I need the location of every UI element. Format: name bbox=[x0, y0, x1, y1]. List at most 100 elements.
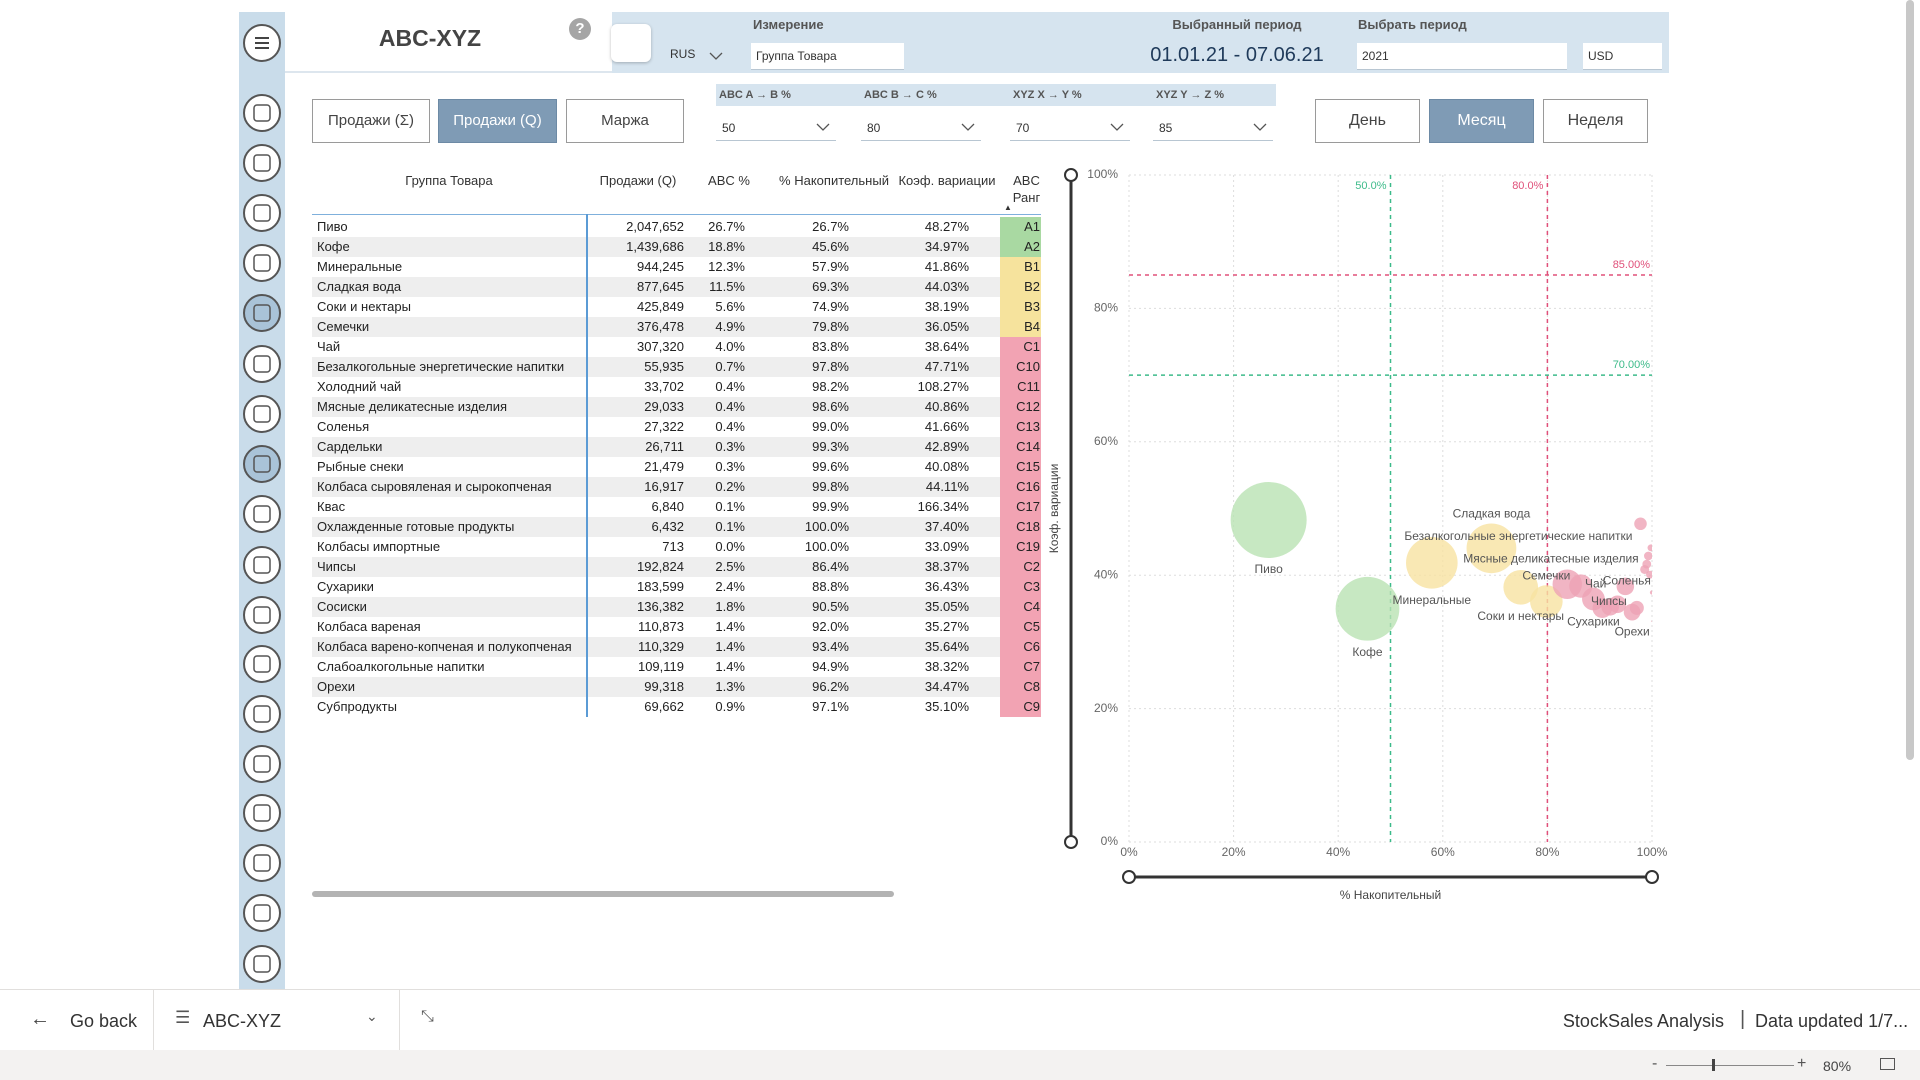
row-label: Слабоалкогольные напитки bbox=[317, 659, 485, 674]
table-cell: 0.7% bbox=[715, 359, 745, 374]
table-cell: 1,439,686 bbox=[626, 239, 684, 254]
measure-button[interactable]: Продажи (Σ) bbox=[312, 99, 430, 143]
table-cell: 40.86% bbox=[924, 399, 969, 414]
table-cell: 1.4% bbox=[715, 639, 745, 654]
footer-divider bbox=[399, 989, 400, 1050]
x-tick-label: 20% bbox=[1222, 845, 1246, 859]
title-area bbox=[285, 12, 612, 73]
table-cell: 376,478 bbox=[637, 319, 684, 334]
table-cell: 92.0% bbox=[812, 619, 849, 634]
row-label: Сухарики bbox=[317, 579, 374, 594]
table-cell: 90.5% bbox=[812, 599, 849, 614]
table-cell: 1.4% bbox=[715, 619, 745, 634]
table-cell: 0.4% bbox=[715, 379, 745, 394]
y-axis-title: Коэф. вариации bbox=[1047, 464, 1061, 554]
go-back[interactable]: Go back bbox=[70, 1011, 138, 1031]
table-cell: C5 bbox=[1000, 617, 1041, 637]
table-cell: 0.4% bbox=[715, 419, 745, 434]
row-label: Семечки bbox=[317, 319, 370, 334]
row-label: Рыбные снеки bbox=[317, 459, 404, 474]
language-dropdown[interactable]: RUS bbox=[670, 47, 696, 61]
table-cell: 877,645 bbox=[637, 279, 684, 294]
parameter-dropdown[interactable]: 70 bbox=[1010, 114, 1130, 141]
table-cell: 38.19% bbox=[924, 299, 969, 314]
parameter-dropdown[interactable]: 85 bbox=[1153, 114, 1273, 141]
table-cell: 183,599 bbox=[637, 579, 684, 594]
collapse-icon[interactable]: ⤡ bbox=[421, 1008, 434, 1025]
slider-handle bbox=[1122, 870, 1136, 884]
bubble bbox=[1466, 523, 1517, 574]
bubble bbox=[1647, 544, 1652, 552]
page-menu-icon[interactable]: ☰ bbox=[175, 1008, 191, 1027]
table-cell: 55,935 bbox=[644, 359, 684, 374]
parameter-dropdown[interactable]: 80 bbox=[861, 114, 981, 141]
table-cell: 88.8% bbox=[812, 579, 849, 594]
row-label: Чипсы bbox=[317, 559, 356, 574]
table-cell: 96.2% bbox=[812, 679, 849, 694]
zoom-in[interactable]: + bbox=[1797, 1055, 1807, 1072]
measure-button[interactable]: Маржа bbox=[566, 99, 684, 143]
table-cell: 99,318 bbox=[644, 679, 684, 694]
y-tick-label: 40% bbox=[1094, 567, 1118, 581]
bubble-label: Сладкая вода bbox=[1453, 507, 1531, 521]
period-button[interactable]: Неделя bbox=[1543, 99, 1648, 143]
table-cell: 37.40% bbox=[924, 519, 969, 534]
parameter-dropdown[interactable]: 50 bbox=[716, 114, 836, 141]
parameter-label: ABC A → B % bbox=[719, 89, 791, 101]
row-label: Охлажденные готовые продукты bbox=[317, 519, 515, 534]
year-dropdown[interactable]: 2021 bbox=[1357, 43, 1567, 70]
bubble-label: Минеральные bbox=[1393, 593, 1472, 607]
table-cell: 36.05% bbox=[924, 319, 969, 334]
bubble bbox=[1649, 590, 1652, 595]
table-cell: C14 bbox=[1000, 437, 1041, 457]
y-tick-label: 20% bbox=[1094, 701, 1118, 715]
page-selector[interactable]: ABC-XYZ bbox=[203, 1011, 282, 1031]
table-cell: 0.4% bbox=[715, 399, 745, 414]
table-cell: 33.09% bbox=[924, 539, 969, 554]
fit-page[interactable] bbox=[1880, 1058, 1895, 1070]
table-cell: C16 bbox=[1000, 477, 1041, 497]
back-arrow[interactable]: ← bbox=[30, 1008, 50, 1030]
currency-dropdown[interactable]: USD bbox=[1583, 43, 1662, 70]
table-cell: B2 bbox=[1000, 277, 1041, 297]
filter-button[interactable] bbox=[611, 24, 651, 62]
table-cell: 38.64% bbox=[924, 339, 969, 354]
row-stripe bbox=[312, 437, 1000, 457]
slider-handle bbox=[1064, 835, 1078, 849]
zoom-out[interactable]: - bbox=[1652, 1055, 1658, 1072]
bubble bbox=[1569, 574, 1593, 598]
table-scrollbar[interactable] bbox=[312, 891, 894, 897]
help-icon[interactable]: ? bbox=[569, 18, 591, 40]
dimension-dropdown[interactable]: Группа Товара bbox=[751, 43, 904, 70]
row-stripe bbox=[312, 357, 1000, 377]
table-cell: 29,033 bbox=[644, 399, 684, 414]
period-button[interactable]: Месяц bbox=[1429, 99, 1534, 143]
period-button[interactable]: День bbox=[1315, 99, 1420, 143]
table-cell: 18.8% bbox=[708, 239, 745, 254]
table-cell: 27,322 bbox=[644, 419, 684, 434]
zoom-thumb[interactable] bbox=[1712, 1059, 1715, 1071]
row-stripe bbox=[312, 317, 1000, 337]
column-header: Коэф. вариации bbox=[898, 173, 996, 188]
bubble-label: Пиво bbox=[1255, 562, 1284, 576]
row-label: Колбасы импортные bbox=[317, 539, 441, 554]
page-chevron[interactable]: ⌄ bbox=[366, 1008, 378, 1024]
table-cell: A2 bbox=[1000, 237, 1041, 257]
table-cell: 99.8% bbox=[812, 479, 849, 494]
table-cell: 2.5% bbox=[715, 559, 745, 574]
row-stripe bbox=[312, 477, 1000, 497]
table-cell: 136,382 bbox=[637, 599, 684, 614]
table-cell: 97.8% bbox=[812, 359, 849, 374]
zoom-slider[interactable] bbox=[1666, 1065, 1794, 1066]
measure-button[interactable]: Продажи (Q) bbox=[438, 99, 557, 143]
page-scrollbar[interactable] bbox=[1906, 0, 1914, 760]
table-cell: C8 bbox=[1000, 677, 1041, 697]
table-cell: C7 bbox=[1000, 657, 1041, 677]
bubble-label: Мясные деликатесные изделия bbox=[1463, 552, 1638, 566]
x-axis-title: % Накопительный bbox=[1340, 888, 1441, 902]
table-cell: 42.89% bbox=[924, 439, 969, 454]
selected-period: 01.01.21 - 07.06.21 bbox=[1150, 44, 1324, 66]
table-cell: 1.8% bbox=[715, 599, 745, 614]
table-cell: 99.3% bbox=[812, 439, 849, 454]
row-stripe bbox=[312, 557, 1000, 577]
